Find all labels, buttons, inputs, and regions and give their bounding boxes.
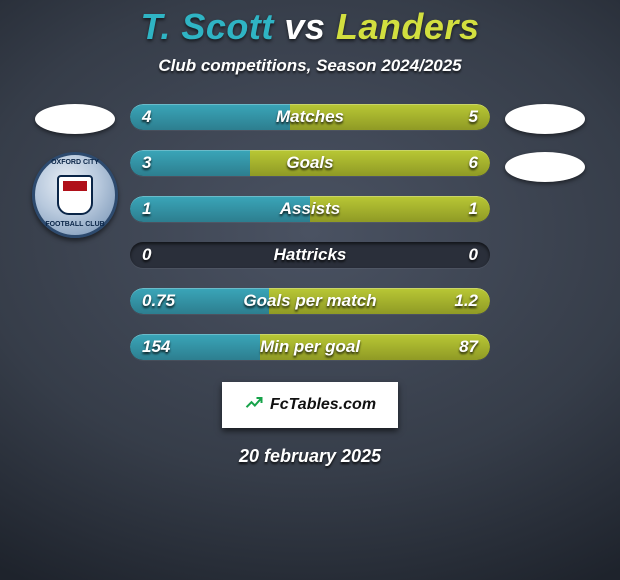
stat-value-right: 1.2 xyxy=(454,288,478,314)
title-player1: T. Scott xyxy=(141,6,274,47)
stat-label: Min per goal xyxy=(130,334,490,360)
right-column xyxy=(490,104,600,182)
title-vs: vs xyxy=(284,6,325,47)
stat-value-left: 0 xyxy=(142,242,151,268)
stat-value-left: 3 xyxy=(142,150,151,176)
stat-bar: Goals per match0.75 1.2 xyxy=(130,288,490,314)
stat-value-left: 0.75 xyxy=(142,288,175,314)
stat-value-right: 5 xyxy=(469,104,478,130)
watermark: FcTables.com xyxy=(222,382,398,428)
stat-value-right: 0 xyxy=(469,242,478,268)
stat-value-right: 87 xyxy=(459,334,478,360)
player1-avatar-placeholder xyxy=(35,104,115,134)
stat-bar: Assists1 1 xyxy=(130,196,490,222)
player2-avatar-placeholder xyxy=(505,104,585,134)
stat-bar: Goals3 6 xyxy=(130,150,490,176)
chart-line-up-icon xyxy=(244,393,264,418)
date-text: 20 february 2025 xyxy=(239,446,381,467)
badge-bottom-text: FOOTBALL CLUB xyxy=(35,221,115,229)
watermark-text: FcTables.com xyxy=(270,396,376,414)
page-title: T. Scott vs Landers xyxy=(141,6,480,48)
stat-bar: Min per goal154 87 xyxy=(130,334,490,360)
stat-label: Assists xyxy=(130,196,490,222)
badge-shield-icon xyxy=(57,175,93,215)
stat-value-right: 1 xyxy=(469,196,478,222)
badge-top-text: OXFORD CITY xyxy=(35,159,115,167)
infographic-root: T. Scott vs Landers Club competitions, S… xyxy=(0,0,620,580)
stat-value-left: 1 xyxy=(142,196,151,222)
stat-value-left: 4 xyxy=(142,104,151,130)
main-row: OXFORD CITY FOOTBALL CLUB Matches4 5 Goals… xyxy=(0,104,620,360)
player2-club-badge-placeholder xyxy=(505,152,585,182)
player1-club-badge: OXFORD CITY FOOTBALL CLUB xyxy=(32,152,118,238)
stat-value-right: 6 xyxy=(469,150,478,176)
subtitle: Club competitions, Season 2024/2025 xyxy=(158,56,461,76)
left-column: OXFORD CITY FOOTBALL CLUB xyxy=(20,104,130,238)
stat-label: Matches xyxy=(130,104,490,130)
stat-label: Hattricks xyxy=(130,242,490,268)
title-player2: Landers xyxy=(336,6,480,47)
stat-bars: Matches4 5 Goals3 6 Assists1 1 Hattricks0 0 Goal… xyxy=(130,104,490,360)
stat-label: Goals per match xyxy=(130,288,490,314)
stat-bar: Hattricks0 0 xyxy=(130,242,490,268)
stat-value-left: 154 xyxy=(142,334,170,360)
stat-bar: Matches4 5 xyxy=(130,104,490,130)
stat-label: Goals xyxy=(130,150,490,176)
